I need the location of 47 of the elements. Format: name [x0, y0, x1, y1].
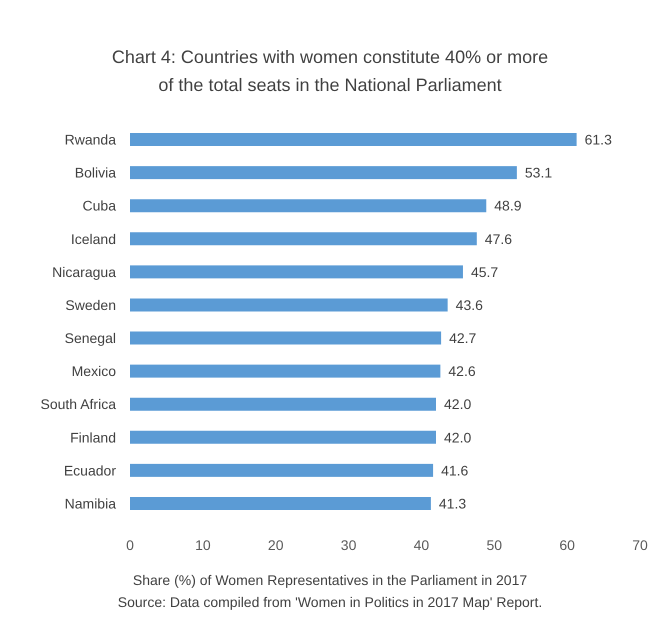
x-axis-title: Share (%) of Women Representatives in the Parliament in 2017 [132, 572, 528, 588]
y-tick-label: Rwanda [64, 132, 116, 148]
y-tick-label: Mexico [72, 363, 116, 380]
y-tick-label: Cuba [82, 198, 116, 214]
x-tick-label: 30 [340, 537, 357, 553]
y-tick-label: Iceland [70, 230, 116, 247]
y-tick-label: Bolivia [74, 164, 116, 181]
data-label: 61.3 [584, 132, 612, 148]
x-tick-label: 20 [268, 537, 284, 553]
data-label: 53.1 [524, 164, 552, 181]
y-tick-label: Namibia [64, 495, 116, 512]
bar [130, 496, 431, 510]
data-label: 41.3 [438, 495, 466, 512]
bar [130, 430, 436, 444]
data-label: 42.7 [449, 330, 477, 346]
chart-title: Chart 4: Countries with women constitute 40% or more of the total seats in the National Parliament [112, 47, 548, 95]
data-label: 47.6 [484, 230, 512, 247]
data-label: 42.0 [444, 396, 472, 412]
x-tick-label: 40 [414, 537, 430, 553]
bar [130, 332, 442, 345]
x-tick-label: 0 [126, 537, 134, 553]
source-note: Source: Data compiled from 'Women in Politics in 2017 Map' Report. [118, 594, 542, 610]
y-tick-label: South Africa [40, 396, 116, 412]
x-tick-label: 70 [632, 537, 648, 553]
data-label: 45.7 [470, 264, 498, 280]
bar [130, 166, 517, 180]
x-tick-label: 10 [195, 537, 211, 553]
data-label: 48.9 [494, 198, 522, 214]
data-label: 42.0 [444, 429, 472, 446]
data-label: 43.6 [456, 296, 484, 313]
x-tick-label: 50 [486, 537, 502, 553]
x-tick-label: 60 [559, 537, 576, 553]
bar [130, 232, 477, 246]
bar [130, 464, 434, 477]
data-label: 41.6 [441, 462, 469, 478]
y-tick-label: Ecuador [64, 462, 116, 478]
y-tick-label: Senegal [64, 330, 116, 346]
bar [130, 199, 486, 212]
y-tick-label: Sweden [65, 296, 116, 313]
bar [130, 133, 577, 146]
bar [130, 265, 463, 278]
data-label: 42.6 [448, 363, 476, 380]
y-tick-label: Nicaragua [52, 264, 116, 280]
bar [130, 298, 448, 312]
bar [130, 364, 440, 378]
bar [130, 398, 436, 411]
y-tick-label: Finland [70, 429, 116, 446]
